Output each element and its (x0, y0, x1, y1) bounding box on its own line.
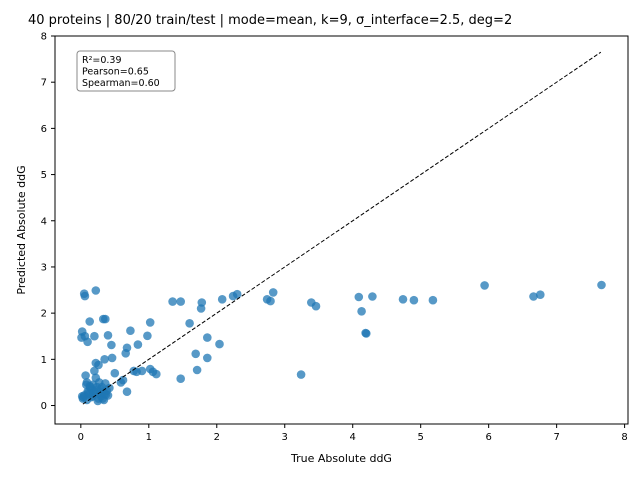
data-point (92, 386, 101, 395)
x-tick-label: 5 (417, 432, 423, 443)
y-tick-label: 5 (41, 170, 47, 181)
data-point (105, 383, 114, 393)
x-axis-label: True Absolute ddG (290, 452, 392, 465)
data-point (103, 331, 113, 340)
data-point (83, 337, 92, 347)
x-tick-label: 0 (78, 432, 84, 443)
data-point (168, 297, 177, 306)
x-tick-label: 8 (621, 432, 627, 443)
data-point (311, 301, 321, 311)
data-point (185, 319, 194, 328)
data-point (428, 295, 438, 305)
data-point (133, 340, 143, 349)
data-point (94, 360, 103, 370)
y-axis-label: Predicted Absolute ddG (15, 165, 28, 294)
data-point (145, 318, 155, 327)
data-point (143, 331, 152, 341)
x-tick-label: 3 (282, 432, 288, 443)
x-tick-label: 1 (146, 432, 152, 443)
data-point (137, 366, 147, 376)
data-point (121, 349, 130, 358)
data-point (203, 333, 212, 342)
data-point (203, 353, 212, 363)
data-point (296, 370, 306, 379)
data-point (101, 314, 110, 324)
x-tick-label: 7 (553, 432, 559, 443)
data-point (80, 291, 90, 301)
data-point (85, 381, 94, 391)
y-tick-label: 0 (41, 401, 47, 412)
data-point (91, 286, 101, 295)
data-point (126, 326, 135, 336)
data-point (266, 296, 275, 306)
data-point (85, 317, 94, 326)
data-point (101, 390, 111, 399)
data-point (536, 290, 545, 300)
data-point (196, 304, 206, 313)
x-tick-label: 6 (485, 432, 491, 443)
y-tick-label: 6 (41, 124, 47, 135)
points-layer (77, 280, 606, 406)
data-point (81, 371, 90, 380)
data-point (107, 353, 117, 363)
data-point (217, 295, 227, 304)
data-point (409, 295, 419, 305)
data-point (110, 368, 120, 378)
data-point (529, 292, 538, 301)
data-point (362, 329, 371, 338)
data-point (77, 333, 86, 342)
data-point (100, 355, 109, 364)
data-point (354, 292, 364, 302)
data-point (152, 369, 161, 379)
y-tick-label: 3 (41, 262, 47, 273)
data-point (192, 365, 202, 375)
data-point (90, 331, 99, 341)
y-axis-ticks: 0 1 2 3 4 5 6 7 8 (41, 32, 55, 412)
data-point (357, 307, 366, 316)
data-point (118, 375, 128, 385)
stats-r2: R²=0.39 (82, 55, 122, 66)
x-axis-ticks: 0 1 2 3 4 5 6 7 8 (78, 424, 628, 443)
data-point (398, 295, 408, 304)
data-point (122, 387, 132, 397)
identity-line (82, 51, 602, 405)
chart-title: 40 proteins | 80/20 train/test | mode=me… (28, 13, 512, 28)
stats-spearman: Spearman=0.60 (82, 78, 160, 89)
data-point (232, 289, 242, 299)
y-tick-label: 1 (41, 355, 47, 366)
stats-box-background (76, 50, 176, 92)
data-point (368, 292, 377, 301)
data-point (215, 339, 224, 349)
stats-box: R²=0.39 Pearson=0.65 Spearman=0.60 (76, 50, 176, 92)
data-point (176, 297, 185, 306)
y-tick-label: 7 (41, 78, 47, 89)
x-tick-label: 2 (214, 432, 220, 443)
data-point (480, 281, 489, 290)
data-point (107, 340, 116, 350)
y-tick-label: 8 (41, 32, 47, 43)
y-tick-label: 4 (41, 216, 47, 227)
data-point (268, 288, 278, 297)
stats-pearson: Pearson=0.65 (82, 67, 149, 78)
data-point (90, 366, 99, 376)
data-point (176, 374, 185, 384)
data-point (191, 349, 200, 359)
y-tick-label: 2 (41, 309, 47, 320)
data-point (597, 280, 606, 290)
x-tick-label: 4 (350, 432, 356, 443)
plot-frame (54, 35, 629, 425)
